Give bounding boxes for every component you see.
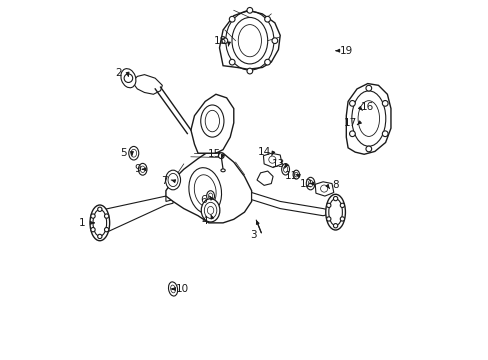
Polygon shape	[132, 75, 162, 94]
Circle shape	[222, 38, 227, 44]
Ellipse shape	[292, 170, 299, 179]
Polygon shape	[190, 94, 233, 153]
Text: 19: 19	[339, 46, 352, 56]
Ellipse shape	[305, 177, 314, 190]
Ellipse shape	[93, 210, 106, 236]
Text: 10: 10	[175, 284, 188, 294]
Circle shape	[98, 207, 102, 211]
Circle shape	[91, 228, 95, 232]
Text: 18: 18	[213, 36, 226, 46]
Circle shape	[340, 217, 344, 221]
Circle shape	[382, 100, 387, 106]
Text: 15: 15	[207, 149, 220, 159]
Ellipse shape	[138, 163, 147, 175]
Ellipse shape	[165, 170, 180, 190]
Circle shape	[264, 16, 270, 22]
Ellipse shape	[131, 149, 136, 157]
Text: 2: 2	[115, 68, 122, 78]
Ellipse shape	[294, 172, 297, 177]
Ellipse shape	[283, 166, 287, 172]
Circle shape	[333, 224, 337, 228]
Ellipse shape	[238, 24, 261, 57]
Circle shape	[91, 214, 95, 218]
Text: 4: 4	[201, 216, 207, 226]
Circle shape	[246, 68, 252, 74]
Circle shape	[229, 16, 235, 22]
Text: 3: 3	[249, 230, 256, 240]
Circle shape	[98, 234, 102, 239]
Ellipse shape	[325, 194, 345, 230]
Text: 7: 7	[161, 176, 168, 186]
Polygon shape	[165, 152, 251, 223]
Circle shape	[365, 146, 371, 152]
Circle shape	[268, 156, 275, 163]
Circle shape	[124, 74, 132, 82]
Text: 5: 5	[120, 148, 126, 158]
Ellipse shape	[207, 206, 213, 214]
Ellipse shape	[208, 193, 212, 199]
Circle shape	[246, 8, 252, 13]
Polygon shape	[257, 171, 272, 185]
Text: 11: 11	[284, 171, 297, 181]
Text: 12: 12	[299, 179, 312, 189]
Text: 17: 17	[343, 118, 357, 128]
Ellipse shape	[128, 147, 139, 160]
Ellipse shape	[328, 199, 342, 226]
Circle shape	[340, 203, 344, 207]
Ellipse shape	[170, 285, 175, 293]
Polygon shape	[315, 182, 333, 196]
Polygon shape	[251, 193, 329, 216]
Ellipse shape	[231, 18, 267, 64]
Circle shape	[333, 197, 337, 201]
Text: 6: 6	[200, 195, 206, 204]
Circle shape	[264, 59, 270, 65]
Circle shape	[365, 85, 371, 91]
Ellipse shape	[221, 169, 225, 172]
Ellipse shape	[168, 174, 178, 186]
Ellipse shape	[168, 282, 177, 296]
Polygon shape	[346, 84, 390, 154]
Text: 8: 8	[332, 180, 338, 190]
Ellipse shape	[204, 202, 216, 219]
Text: 1: 1	[79, 218, 85, 228]
Ellipse shape	[205, 111, 219, 132]
Ellipse shape	[281, 163, 289, 175]
Ellipse shape	[90, 205, 109, 241]
Text: 9: 9	[134, 164, 141, 174]
Text: 14: 14	[257, 148, 270, 157]
Circle shape	[326, 217, 330, 221]
Circle shape	[349, 100, 355, 106]
Ellipse shape	[206, 191, 214, 202]
Text: 13: 13	[271, 159, 284, 169]
Circle shape	[104, 214, 108, 218]
Ellipse shape	[201, 105, 224, 137]
Ellipse shape	[188, 168, 221, 214]
Circle shape	[382, 131, 387, 136]
Circle shape	[218, 153, 224, 158]
Polygon shape	[219, 10, 280, 69]
Circle shape	[320, 185, 327, 192]
Ellipse shape	[307, 180, 312, 187]
Text: 16: 16	[360, 102, 374, 112]
Circle shape	[229, 59, 235, 65]
Circle shape	[271, 38, 277, 44]
Ellipse shape	[194, 175, 216, 207]
Circle shape	[349, 131, 355, 136]
Ellipse shape	[201, 199, 220, 222]
Polygon shape	[100, 196, 173, 235]
Polygon shape	[263, 153, 282, 167]
Ellipse shape	[121, 69, 136, 88]
Circle shape	[326, 203, 330, 207]
Circle shape	[104, 228, 108, 232]
Ellipse shape	[140, 166, 145, 172]
